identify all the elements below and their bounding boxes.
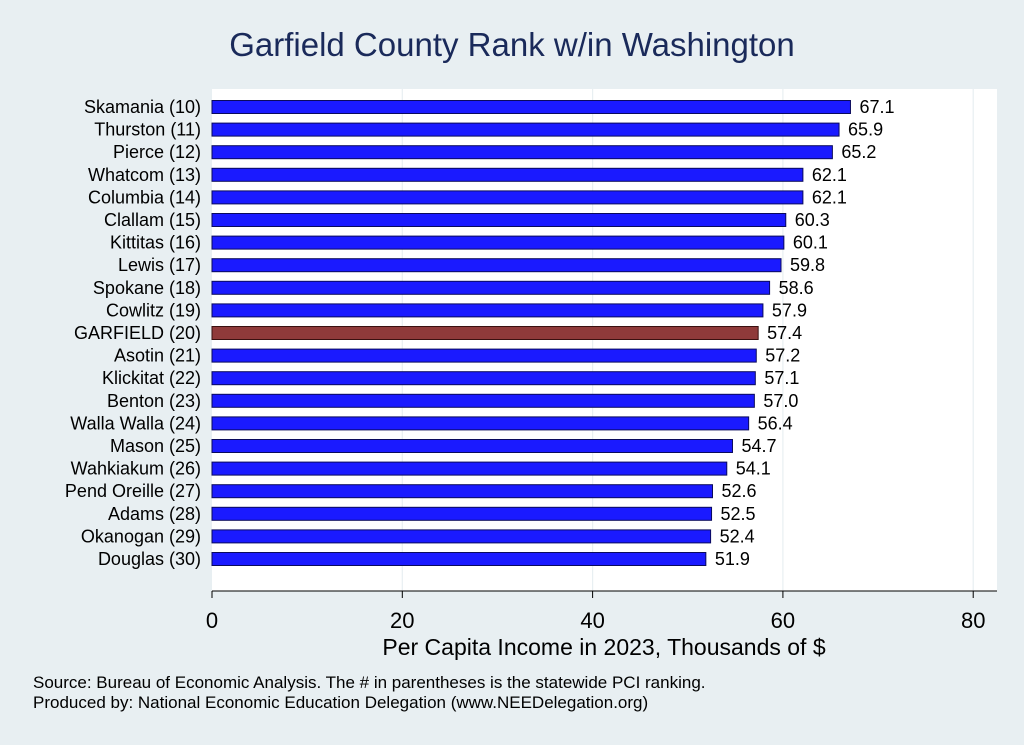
category-label: Pend Oreille (27) [65, 481, 201, 501]
value-label: 52.4 [720, 526, 755, 546]
value-label: 52.6 [721, 481, 756, 501]
category-label: Whatcom (13) [88, 165, 201, 185]
bar [211, 393, 755, 408]
category-label: Clallam (15) [104, 210, 201, 230]
value-label: 56.4 [758, 413, 793, 433]
value-label: 60.3 [795, 210, 830, 230]
category-label: Adams (28) [108, 504, 201, 524]
bar [211, 190, 804, 205]
value-label: 60.1 [793, 233, 828, 253]
produced-by-note: Produced by: National Economic Education… [33, 693, 649, 712]
category-label: Klickitat (22) [102, 368, 201, 388]
bar [211, 371, 756, 386]
value-label: 51.9 [715, 549, 750, 569]
value-label: 52.5 [721, 504, 756, 524]
value-label: 54.1 [736, 459, 771, 479]
bars: Skamania (10) 67.1 Thurston (11) 65.9 Pierce… [65, 97, 895, 569]
bar [211, 280, 771, 295]
value-label: 57.4 [767, 323, 802, 343]
category-label: Thurston (11) [94, 120, 201, 140]
x-axis-ticks: 0 20 40 60 80 [206, 591, 985, 633]
bar [211, 145, 833, 160]
x-axis-label: Per Capita Income in 2023, Thousands of … [382, 634, 825, 660]
category-label: Kittitas (16) [110, 233, 201, 253]
category-label: Okanogan (29) [81, 526, 201, 546]
category-label: Walla Walla (24) [70, 413, 201, 433]
category-label: Pierce (12) [113, 142, 201, 162]
value-label: 62.1 [812, 187, 847, 207]
x-tick-label: 20 [390, 608, 414, 633]
value-label: 58.6 [779, 278, 814, 298]
bar [211, 461, 728, 476]
bar [211, 416, 750, 431]
value-label: 57.1 [764, 368, 799, 388]
bar [211, 100, 851, 114]
category-label: Skamania (10) [84, 97, 201, 117]
category-label: Douglas (30) [98, 549, 201, 569]
category-label: Cowlitz (19) [106, 300, 201, 320]
value-label: 54.7 [741, 436, 776, 456]
bar [211, 439, 733, 453]
value-label: 67.1 [859, 97, 894, 117]
x-tick-label: 0 [206, 608, 218, 633]
x-tick-label: 40 [580, 608, 604, 633]
bar [211, 529, 712, 544]
bar [211, 506, 713, 521]
category-label: Spokane (18) [93, 278, 201, 298]
value-label: 62.1 [812, 165, 847, 185]
value-label: 57.0 [763, 391, 798, 411]
chart-title: Garfield County Rank w/in Washington [229, 26, 795, 63]
value-label: 57.9 [772, 300, 807, 320]
x-tick-label: 60 [771, 608, 795, 633]
bar-highlighted [211, 326, 759, 340]
source-note: Source: Bureau of Economic Analysis. The… [33, 673, 706, 692]
category-label: Mason (25) [110, 436, 201, 456]
bar [211, 235, 785, 250]
value-label: 57.2 [765, 346, 800, 366]
bar [211, 122, 840, 137]
value-label: 59.8 [790, 255, 825, 275]
category-label: Lewis (17) [118, 255, 201, 275]
category-label: GARFIELD (20) [74, 323, 201, 343]
bar [211, 348, 757, 363]
bar [211, 484, 713, 499]
bar [211, 258, 782, 273]
category-label: Wahkiakum (26) [71, 459, 201, 479]
bar [211, 552, 707, 566]
bar [211, 213, 787, 227]
value-label: 65.2 [841, 142, 876, 162]
category-label: Asotin (21) [114, 346, 201, 366]
bar [211, 167, 804, 182]
category-label: Benton (23) [107, 391, 201, 411]
bar [211, 303, 764, 318]
value-label: 65.9 [848, 120, 883, 140]
x-tick-label: 80 [961, 608, 985, 633]
category-label: Columbia (14) [88, 187, 201, 207]
